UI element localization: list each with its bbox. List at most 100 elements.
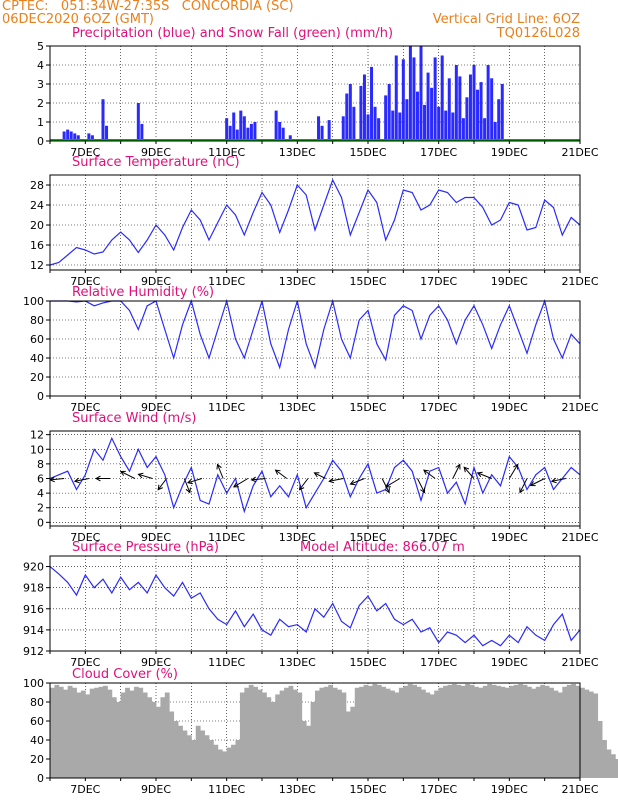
precip-bar — [426, 72, 430, 141]
cloud-bar — [67, 685, 73, 778]
cloud-bar — [394, 692, 400, 778]
cloud-bar — [584, 689, 590, 778]
precip-bar — [320, 125, 324, 141]
pressure-xtick-label: 21DEC — [561, 656, 598, 669]
cloud-bar — [58, 686, 64, 778]
precip-bar — [105, 125, 109, 141]
cloud-bar — [372, 683, 378, 778]
cloud-bar — [615, 759, 618, 778]
precip-xtick-label: 13DEC — [279, 146, 316, 159]
precip-bar — [66, 129, 70, 141]
wind-ytick-label: 10 — [30, 443, 44, 456]
cloud-bar — [513, 684, 519, 778]
cloud-ytick-label: 80 — [30, 696, 44, 709]
cloud-bar — [301, 721, 307, 778]
precip-bar — [419, 46, 423, 141]
pressure-ytick-label: 914 — [23, 624, 44, 637]
wind-arrow-head — [349, 479, 356, 486]
humidity-xtick-label: 17DEC — [420, 401, 457, 414]
cloud-title: Cloud Cover (%) — [72, 667, 178, 682]
precip-bar — [235, 129, 239, 141]
precip-bar — [359, 85, 363, 141]
precip-bar — [447, 78, 451, 141]
precip-bar — [405, 99, 409, 141]
precip-bar — [225, 118, 229, 141]
wind-arrow-head — [550, 477, 557, 484]
humidity-ytick-label: 40 — [30, 352, 44, 365]
cloud-bar — [107, 689, 113, 778]
wind-arrow-head — [119, 470, 126, 476]
cloud-bar — [496, 685, 501, 778]
precip-title: Precipitation (blue) and Snow Fall (gree… — [72, 26, 394, 41]
cloud-bar — [266, 697, 272, 778]
cloud-bar — [50, 687, 55, 778]
precip-bar — [461, 118, 465, 141]
precip-bar — [384, 95, 388, 141]
wind-arrow-head — [529, 481, 536, 487]
cloud-bar — [186, 735, 192, 778]
cloud-bar — [253, 686, 258, 778]
humidity-xtick-label: 11DEC — [208, 401, 245, 414]
cloud-bar — [279, 690, 285, 778]
cloud-bar — [456, 684, 462, 778]
wind-arrow — [519, 478, 528, 493]
cloud-bar — [160, 697, 166, 778]
precip-bar — [288, 135, 292, 141]
wind-ytick-label: 2 — [37, 502, 44, 515]
cloud-bar — [354, 687, 360, 778]
pressure-line — [49, 566, 581, 647]
cloud-bar — [474, 686, 479, 778]
humidity-xtick-label: 21DEC — [561, 401, 598, 414]
precip-bar — [500, 84, 504, 141]
wind-arrow — [329, 478, 344, 482]
cloud-bar — [173, 721, 179, 778]
model-altitude: Model Altitude: 866.07 m — [300, 540, 465, 555]
cloud-bar — [527, 686, 532, 778]
precip-bar — [440, 55, 444, 141]
cloud-xtick-label: 17DEC — [420, 783, 457, 796]
cloud-bar — [125, 687, 130, 778]
cloud-bar — [288, 685, 294, 778]
precip-bar — [278, 122, 282, 141]
wind-arrow-head — [384, 482, 391, 488]
cloud-bar — [164, 692, 170, 778]
temperature-xtick-label: 7DEC — [70, 275, 100, 288]
cloud-bar — [469, 684, 475, 778]
wind-arrow-head — [216, 463, 222, 470]
cloud-bar — [319, 687, 325, 778]
cloud-xtick-label: 11DEC — [208, 783, 245, 796]
precip-xtick-label: 7DEC — [70, 146, 100, 159]
precip-xtick-label: 17DEC — [420, 146, 457, 159]
humidity-ytick-label: 20 — [30, 371, 44, 384]
cloud-bar — [557, 692, 563, 778]
humidity-ytick-label: 60 — [30, 333, 44, 346]
wind-arrow-head — [73, 477, 80, 484]
cloud-bar — [460, 685, 466, 778]
precip-xtick-label: 21DEC — [561, 146, 598, 159]
cloud-bar — [328, 684, 334, 778]
cloud-bar — [571, 683, 576, 778]
cloud-bar — [345, 711, 351, 778]
cloud-bar — [138, 687, 144, 778]
precip-ytick-label: 3 — [37, 78, 44, 91]
wind-arrow — [423, 469, 436, 479]
cloud-bar — [262, 692, 267, 778]
cloud-bar — [103, 685, 108, 778]
date-header: 06DEC2020 6OZ (GMT) — [2, 12, 154, 27]
precip-ytick-label: 5 — [37, 40, 44, 53]
wind-ytick-label: 8 — [37, 458, 44, 471]
temperature-xtick-label: 21DEC — [561, 275, 598, 288]
cloud-bar — [478, 687, 484, 778]
temperature-xtick-label: 11DEC — [208, 275, 245, 288]
cloud-bar — [447, 684, 453, 778]
precip-bar — [408, 46, 412, 141]
precip-bar — [281, 127, 285, 141]
cloud-bar — [535, 686, 541, 778]
wind-arrow-head — [186, 478, 193, 485]
cloud-bar — [610, 754, 616, 778]
cloud-ytick-label: 60 — [30, 715, 44, 728]
precip-bar — [433, 57, 437, 141]
precip-frame — [49, 45, 581, 142]
precip-bar — [415, 91, 419, 141]
wind-arrow-head — [420, 487, 426, 494]
